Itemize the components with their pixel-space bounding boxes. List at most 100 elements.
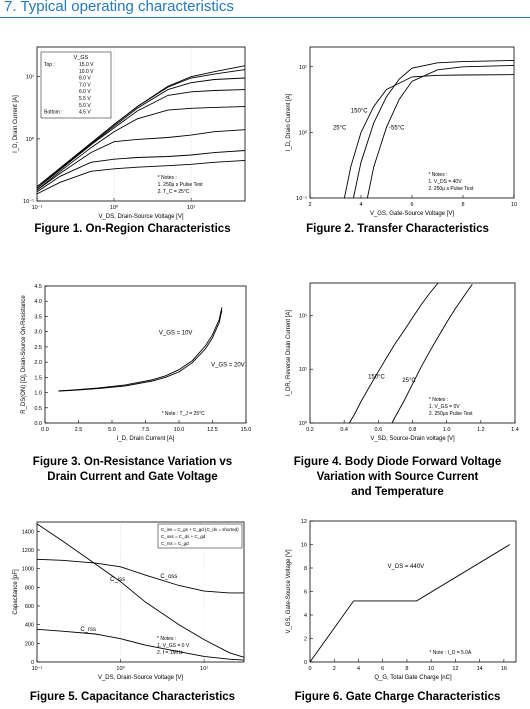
fig1-legend-entry: 7.0 V (79, 82, 91, 88)
fig6-x-tick-label: 8 (405, 666, 408, 672)
figure-2-caption: Figure 2. Transfer Characteristics (306, 223, 489, 235)
fig6-x-tick-label: 12 (452, 666, 458, 672)
figure-3-caption: Figure 3. On-Resistance Variation vs Dra… (32, 456, 233, 483)
fig2-x-axis-title: V_GS, Gate-Source Voltage [V] (370, 211, 454, 217)
fig4-x-axis-title: V_SD, Source-Drain voltage [V] (370, 436, 455, 442)
fig6-x-tick-label: 6 (381, 666, 384, 672)
fig5-y-tick-label: 1200 (22, 548, 34, 554)
fig1-legend-entry: 10.0 V (79, 69, 94, 75)
fig3-x-tick-label: 2.5 (75, 427, 83, 433)
fig3-x-tick-label: 0.0 (41, 427, 49, 433)
fig2-note-line: 1. V_DS = 40V (428, 179, 462, 185)
fig2-note-line: * Notes : (428, 172, 447, 178)
fig1-plot-frame (36, 46, 246, 202)
fig1-legend-entry: 5.5 V (79, 96, 91, 102)
fig1-legend-entry: 8.0 V (79, 76, 91, 82)
fig1-legend-prefix: Bottom : (44, 110, 63, 116)
fig5-y-tick-label: 200 (25, 641, 34, 647)
fig3-x-tick-label: 10.0 (174, 427, 185, 433)
fig1-note-line: 2. T_C = 25°C (158, 189, 190, 195)
fig5-x-tick-label: 10⁻¹ (32, 666, 43, 672)
fig3-x-tick-label: 7.5 (142, 427, 150, 433)
fig3-plot-frame (44, 285, 247, 424)
fig2-x-tick-label: 6 (410, 202, 413, 208)
fig1-y-axis-title: I_D, Drain Current [A] (13, 95, 19, 153)
fig5-legend-box (157, 523, 243, 549)
fig2-series-line-2 (366, 64, 515, 199)
fig3-series-line-0 (58, 307, 223, 392)
fig1-series-line-3 (36, 89, 246, 189)
fig1-legend-entry: 5.0 V (79, 103, 91, 109)
fig1-x-tick-label: 10¹ (187, 205, 195, 211)
fig3-x-tick-label: 12.5 (207, 427, 218, 433)
fig3-annotation-1: V_GS = 20V (211, 363, 245, 369)
fig5-legend-entry: C_oss = C_ds + C_gd (161, 534, 206, 539)
fig3-y-tick-label: 1.5 (34, 375, 42, 381)
fig3-y-tick-label: 4.5 (34, 284, 42, 290)
fig4-y-tick-label: 10¹ (299, 313, 307, 319)
fig6-y-tick-label: 4 (304, 613, 307, 619)
fig3-note-line: * Note : T_J = 25°C (162, 411, 206, 417)
fig4-x-tick-label: 1.4 (511, 427, 519, 433)
fig4-x-tick-label: 0.8 (409, 427, 417, 433)
section-title-underline (0, 17, 530, 18)
fig5-annotation-1: C_oss (160, 574, 177, 580)
fig3-x-tick-label: 5.0 (108, 427, 116, 433)
fig6-x-tick-label: 14 (477, 666, 483, 672)
fig4-annotation-0: 150°C (368, 374, 385, 380)
fig5-note-line: * Notes : (157, 636, 176, 642)
fig5-y-tick-label: 1000 (22, 567, 34, 573)
fig5-annotation-2: C_rss (80, 627, 96, 633)
fig4-y-axis-title: I_DR, Reverse Drain Current [A] (286, 310, 292, 396)
fig5-series-line-0 (36, 558, 244, 594)
fig5-y-tick-label: 1400 (22, 529, 34, 535)
fig3-x-axis-title: I_D, Drain Current [A] (117, 436, 175, 442)
figure-4-caption: Figure 4. Body Diode Forward Voltage Var… (293, 456, 502, 498)
fig3-y-tick-label: 3.0 (34, 330, 42, 336)
fig3-y-tick-label: 0.0 (34, 421, 42, 427)
fig4-chart: 0.2 0.4 0.6 0.8 1.0 1.2 1.4 10⁰ 10¹ 10¹ V_SD, Sour… (286, 282, 519, 442)
fig1-legend: V_GS Top : 15.0 V10.0 V8.0 V7.0 V6.0 V5.5 … (40, 51, 112, 119)
fig2-y-tick-label: 10¹ (299, 65, 307, 71)
fig1-legend-prefix: Top : (44, 62, 55, 68)
figure-1-caption: Figure 1. On-Region Characteristics (34, 223, 231, 235)
fig2-x-tick-label: 10 (511, 202, 517, 208)
fig1-x-axis-title: V_DS, Drain-Source Voltage [V] (98, 214, 183, 220)
fig6-x-axis-title: Q_G, Total Gate Charge [nC] (374, 675, 452, 681)
fig3-annotation-0: V_GS = 10V (159, 331, 193, 337)
fig2-x-tick-label: 8 (461, 202, 464, 208)
section-title: 7. Typical operating characteristics (4, 0, 234, 15)
fig3-chart: 0.0 2.5 5.0 7.5 10.0 12.5 15.0 0.0 0.5 1.0 1.5 2.0 2… (21, 284, 251, 442)
fig5-y-tick-label: 600 (25, 604, 34, 610)
fig6-y-tick-label: 8 (304, 566, 307, 572)
fig6-x-tick-label: 10 (428, 666, 434, 672)
fig2-x-tick-label: 2 (308, 202, 311, 208)
fig6-x-tick-label: 0 (308, 666, 311, 672)
fig2-chart: 2 4 6 8 10 10⁻¹ 10⁰ 10¹ V_GS, Gate-Source Voltag… (286, 46, 517, 217)
fig1-legend-header: V_GS (74, 55, 89, 61)
fig3-x-tick-label: 15.0 (241, 427, 252, 433)
figure-6-caption: Figure 6. Gate Charge Characteristics (294, 691, 501, 703)
fig2-y-tick-label: 10⁰ (299, 129, 308, 136)
fig1-series-line-6 (36, 150, 246, 193)
fig5-chart: 10⁻¹ 10⁰ 10¹ 0 200 400 600 800 1000 1200 1400 V_DS,… (13, 521, 245, 681)
fig1-note-line: 1. 250μ s Pulse Test (158, 182, 204, 188)
fig4-note-line: 1. V_GS = 0V (429, 404, 460, 410)
fig5-legend: C_iss = C_gs + C_gd (C_ds = shorted) C_os… (157, 523, 243, 549)
fig2-y-tick-label: 10⁻¹ (296, 196, 307, 202)
fig4-x-tick-label: 1.2 (477, 427, 485, 433)
fig5-x-tick-label: 10⁰ (116, 665, 125, 672)
fig6-series-line-0 (309, 544, 511, 663)
fig6-y-tick-label: 2 (304, 637, 307, 643)
fig2-series-line-1 (352, 59, 515, 199)
fig2-annotation-2: -55°C (389, 126, 405, 132)
fig6-y-tick-label: 6 (304, 590, 307, 596)
fig4-x-tick-label: 1.0 (443, 427, 451, 433)
fig5-note-line: 1. V_GS = 0 V (157, 643, 190, 649)
fig1-legend-box (40, 51, 112, 119)
fig4-y-tick-label: 10¹ (299, 367, 307, 373)
fig4-plot-frame (309, 282, 516, 424)
fig6-x-tick-label: 4 (357, 666, 360, 672)
fig2-annotation-0: 150°C (351, 109, 368, 115)
